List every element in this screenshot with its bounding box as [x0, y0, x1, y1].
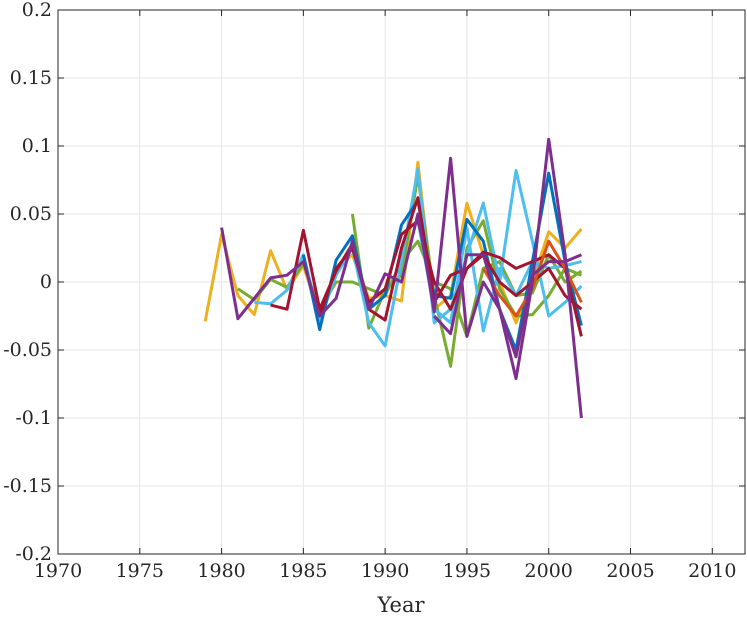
x-tick-label: 2010: [688, 560, 736, 582]
tick-marks: [57, 9, 745, 555]
y-tick-label: -0.05: [3, 339, 52, 361]
x-axis-label: Year: [376, 593, 425, 617]
y-tick-label: -0.2: [15, 543, 52, 565]
y-tick-label: 0.1: [22, 135, 52, 157]
y-tick-label: -0.15: [3, 475, 52, 497]
x-tick-label: 1975: [116, 560, 164, 582]
series-group: [203, 137, 583, 419]
y-tick-labels: 0.2 0.15 0.1 0.05 0 -0.05 -0.1 -0.15 -0.2: [3, 0, 52, 565]
x-tick-label: 1985: [279, 560, 327, 582]
x-tick-label: 1970: [34, 560, 82, 582]
y-tick-label: 0.05: [10, 203, 52, 225]
y-tick-label: 0: [40, 271, 52, 293]
x-tick-labels: 1970 1975 1980 1985 1990 1995 2000 2005 2010: [34, 560, 737, 582]
series-line-11: [433, 253, 582, 359]
y-tick-label: 0.15: [10, 67, 52, 89]
x-tick-label: 2000: [525, 560, 573, 582]
x-tick-label: 1990: [361, 560, 409, 582]
series-line-3: [350, 174, 582, 368]
y-tick-label: -0.1: [15, 407, 52, 429]
x-tick-label: 1995: [443, 560, 491, 582]
x-tick-label: 1980: [197, 560, 245, 582]
series-line-5: [416, 220, 582, 333]
series-line-10: [220, 137, 583, 419]
x-tick-label: 2005: [606, 560, 654, 582]
y-tick-label: 0.2: [22, 0, 52, 21]
